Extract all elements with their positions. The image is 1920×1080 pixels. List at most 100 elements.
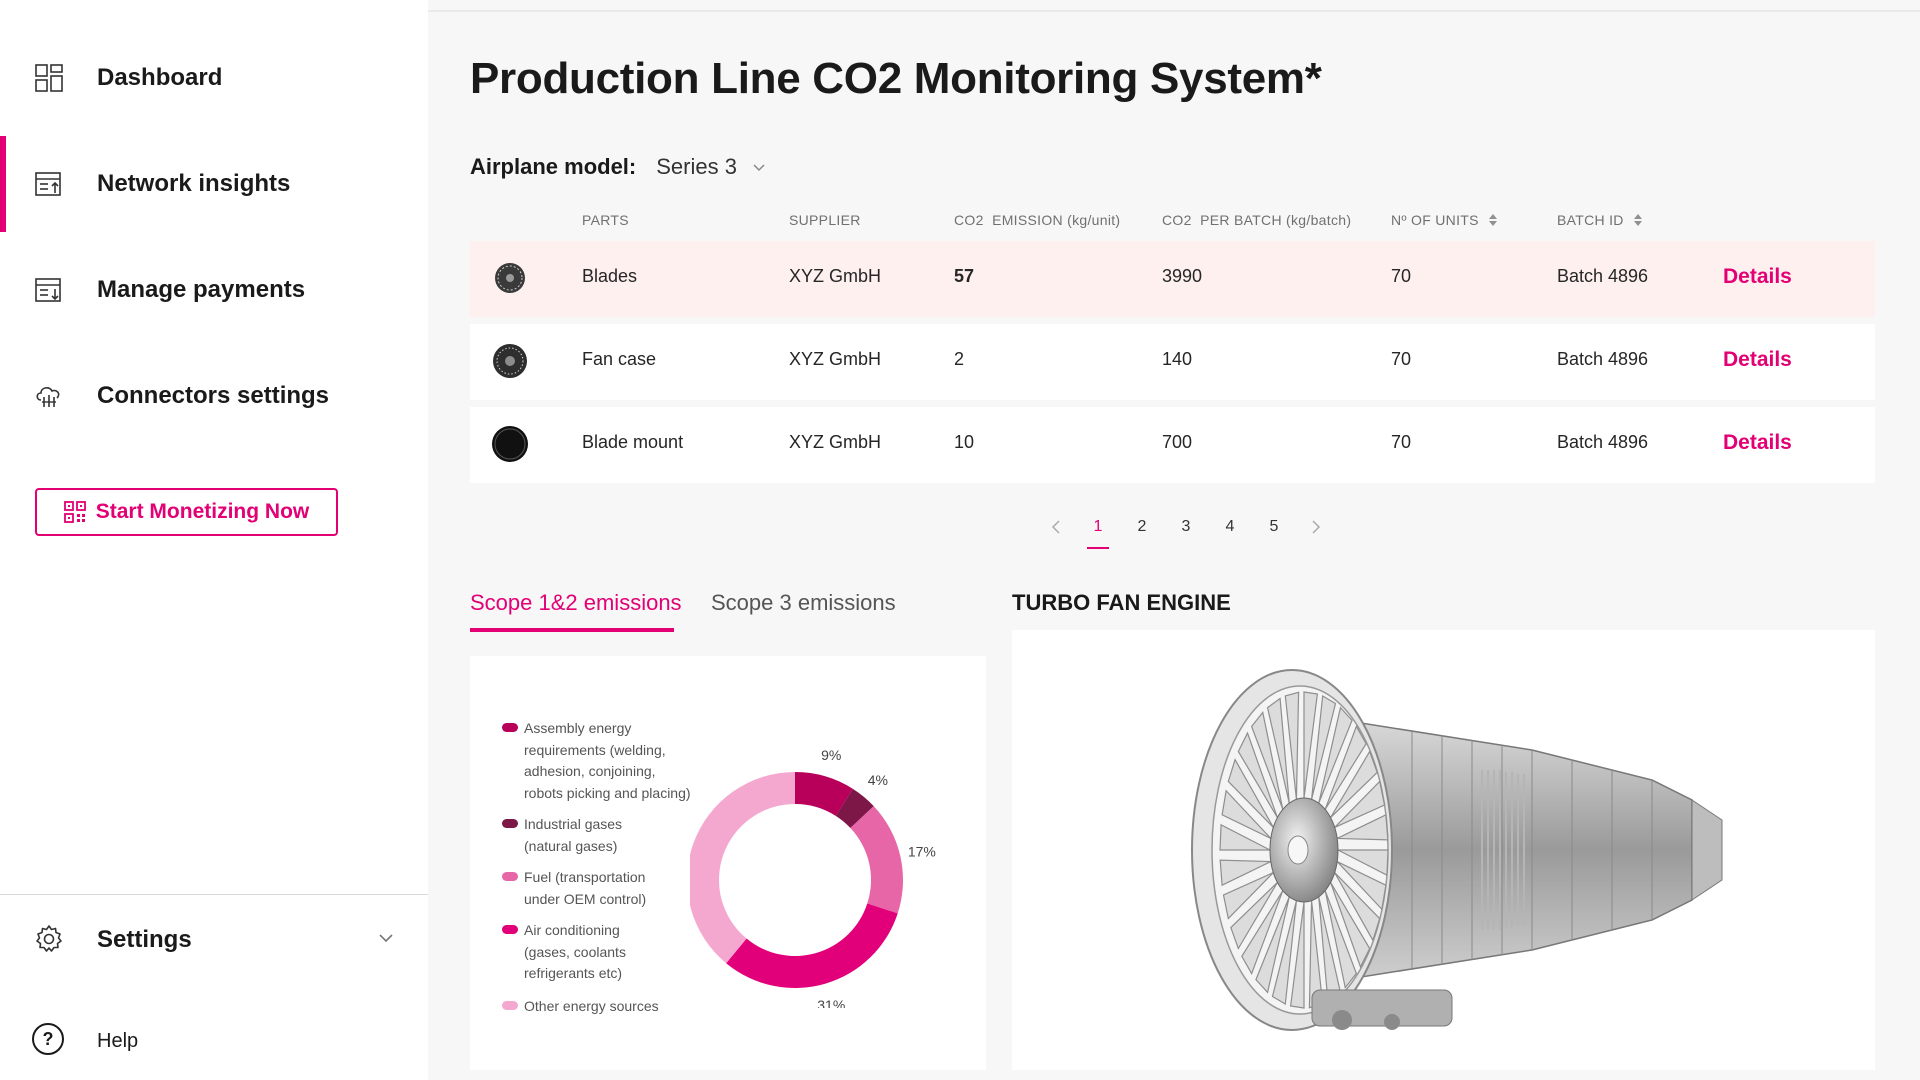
legend-item: Industrial gases (natural gases) bbox=[502, 814, 622, 857]
legend-item: Other energy sources bbox=[502, 996, 659, 1018]
legend-label: Air conditioning (gases, coolants refriger… bbox=[524, 922, 626, 981]
page-1-button[interactable]: 1 bbox=[1076, 518, 1120, 549]
donut-value-label: 4% bbox=[868, 772, 888, 788]
fan-blade bbox=[1289, 901, 1305, 1009]
table-row[interactable]: Blades XYZ GmbH 57 3990 70 Batch 4896 De… bbox=[470, 241, 1875, 317]
column-header-units[interactable]: Nº OF UNITS bbox=[1391, 212, 1497, 228]
column-header-batch-id[interactable]: BATCH ID bbox=[1557, 212, 1642, 228]
details-link[interactable]: Details bbox=[1723, 265, 1792, 288]
sidebar-item-label: Network insights bbox=[97, 170, 291, 197]
sidebar: Dashboard Network insights Manage paymen… bbox=[0, 0, 428, 1080]
fan-blade bbox=[1330, 882, 1371, 969]
sort-icon[interactable] bbox=[1488, 214, 1497, 226]
legend-item: Air conditioning (gases, coolants refriger… bbox=[502, 920, 626, 985]
sidebar-item-connectors-settings[interactable]: Connectors settings bbox=[0, 348, 428, 444]
sidebar-item-settings[interactable]: Settings bbox=[0, 904, 428, 976]
part-name: Blade mount bbox=[582, 432, 684, 452]
tab-scope-3-emissions[interactable]: Scope 3 emissions bbox=[711, 590, 896, 615]
donut-value-label: 31% bbox=[817, 997, 845, 1008]
co2-per-batch: 700 bbox=[1162, 432, 1193, 452]
legend-swatch bbox=[502, 1001, 518, 1010]
donut-slice bbox=[726, 903, 898, 988]
fan-blade bbox=[1336, 813, 1389, 841]
details-link[interactable]: Details bbox=[1723, 431, 1792, 454]
sidebar-item-label: Manage payments bbox=[97, 276, 306, 303]
table-row[interactable]: Blade mount XYZ GmbH 10 700 70 Batch 489… bbox=[470, 407, 1875, 483]
airplane-model-select[interactable]: Series 3 bbox=[656, 154, 767, 180]
fan-blade bbox=[1237, 731, 1278, 818]
column-header-supplier: SUPPLIER bbox=[789, 212, 861, 228]
next-page-button[interactable] bbox=[1296, 519, 1336, 535]
sidebar-item-network-insights[interactable]: Network insights bbox=[0, 136, 428, 232]
chevron-right-icon bbox=[1312, 520, 1321, 534]
turbofan-engine-image bbox=[1012, 630, 1875, 1070]
batch-id: Batch 4896 bbox=[1557, 432, 1649, 452]
chevron-left-icon bbox=[1051, 520, 1060, 534]
column-header-co2-batch: CO2 PER BATCH (kg/batch) bbox=[1162, 212, 1352, 228]
connectors-icon bbox=[36, 387, 60, 407]
legend-label: Fuel (transportation under OEM control) bbox=[524, 869, 647, 907]
sidebar-item-dashboard[interactable]: Dashboard bbox=[0, 30, 428, 126]
table-row[interactable]: Fan case XYZ GmbH 2 140 70 Batch 4896 De… bbox=[470, 324, 1875, 400]
fan-blade bbox=[1336, 861, 1387, 911]
active-tab-underline bbox=[470, 628, 674, 632]
chevron-down-icon bbox=[753, 164, 765, 172]
sidebar-item-manage-payments[interactable]: Manage payments bbox=[0, 242, 428, 338]
emissions-donut-chart: 9%4%17%31%39% bbox=[690, 747, 936, 1008]
page-5-button[interactable]: 5 bbox=[1269, 518, 1279, 535]
fan-blade bbox=[1303, 691, 1319, 799]
page-3-button[interactable]: 3 bbox=[1181, 518, 1191, 535]
sidebar-item-label: Connectors settings bbox=[97, 382, 330, 409]
fan-case-thumbnail bbox=[493, 344, 527, 378]
supplier: XYZ GmbH bbox=[789, 349, 882, 369]
page-4-button[interactable]: 4 bbox=[1225, 518, 1235, 535]
top-divider bbox=[428, 10, 1920, 12]
tab-scope-1-2-emissions[interactable]: Scope 1&2 emissions bbox=[470, 590, 682, 615]
legend-label: Industrial gases (natural gases) bbox=[524, 816, 623, 854]
emissions-chart-card: Assembly energy requirements (welding, adh… bbox=[470, 656, 986, 1070]
page-title: Production Line CO2 Monitoring System* bbox=[470, 54, 1322, 103]
sidebar-item-help[interactable]: ? Help bbox=[0, 1010, 428, 1070]
legend-item: Fuel (transportation under OEM control) bbox=[502, 867, 646, 910]
settings-label: Settings bbox=[97, 926, 192, 953]
fan-blade bbox=[1230, 881, 1278, 950]
column-header-parts: PARTS bbox=[582, 212, 629, 228]
blades-thumbnail bbox=[495, 263, 525, 293]
sort-icon[interactable] bbox=[1633, 214, 1642, 226]
chevron-down-icon[interactable] bbox=[376, 928, 396, 948]
legend-label: Other energy sources bbox=[524, 998, 659, 1014]
help-icon: ? bbox=[32, 1023, 64, 1055]
start-monetizing-button[interactable]: Start Monetizing Now bbox=[35, 488, 338, 536]
donut-slice bbox=[795, 772, 853, 816]
column-header-co2-unit: CO2 EMISSION (kg/unit) bbox=[954, 212, 1121, 228]
fan-blade bbox=[1310, 694, 1337, 800]
start-monetizing-label: Start Monetizing Now bbox=[95, 500, 310, 523]
details-link[interactable]: Details bbox=[1723, 348, 1792, 371]
units: 70 bbox=[1391, 349, 1412, 369]
legend-swatch bbox=[502, 925, 518, 934]
fan-blade bbox=[1241, 890, 1284, 975]
part-name: Blades bbox=[582, 266, 638, 286]
co2-per-batch: 3990 bbox=[1162, 266, 1203, 286]
fan-blade bbox=[1271, 900, 1298, 1006]
pagination: 1 2 3 4 5 bbox=[1036, 518, 1336, 549]
previous-page-button[interactable] bbox=[1036, 519, 1076, 535]
legend-swatch bbox=[502, 819, 518, 828]
fan-blade bbox=[1219, 859, 1272, 887]
fan-blade bbox=[1334, 780, 1386, 828]
page-2-button[interactable]: 2 bbox=[1137, 518, 1147, 535]
donut-value-label: 17% bbox=[908, 844, 936, 860]
co2-per-unit: 10 bbox=[954, 432, 975, 452]
units: 70 bbox=[1391, 266, 1412, 286]
fan-blade bbox=[1219, 823, 1271, 851]
legend-swatch bbox=[502, 872, 518, 881]
fan-blade bbox=[1222, 872, 1274, 920]
fan-blade bbox=[1324, 725, 1367, 810]
turbofan-engine-illustration bbox=[1191, 669, 1723, 1031]
blade-mount-thumbnail bbox=[492, 426, 528, 462]
co2-per-unit: 57 bbox=[954, 266, 975, 286]
part-name: Fan case bbox=[582, 349, 657, 369]
donut-value-label: 9% bbox=[821, 747, 841, 763]
fan-blade bbox=[1318, 706, 1353, 804]
network-insights-icon bbox=[35, 172, 61, 196]
